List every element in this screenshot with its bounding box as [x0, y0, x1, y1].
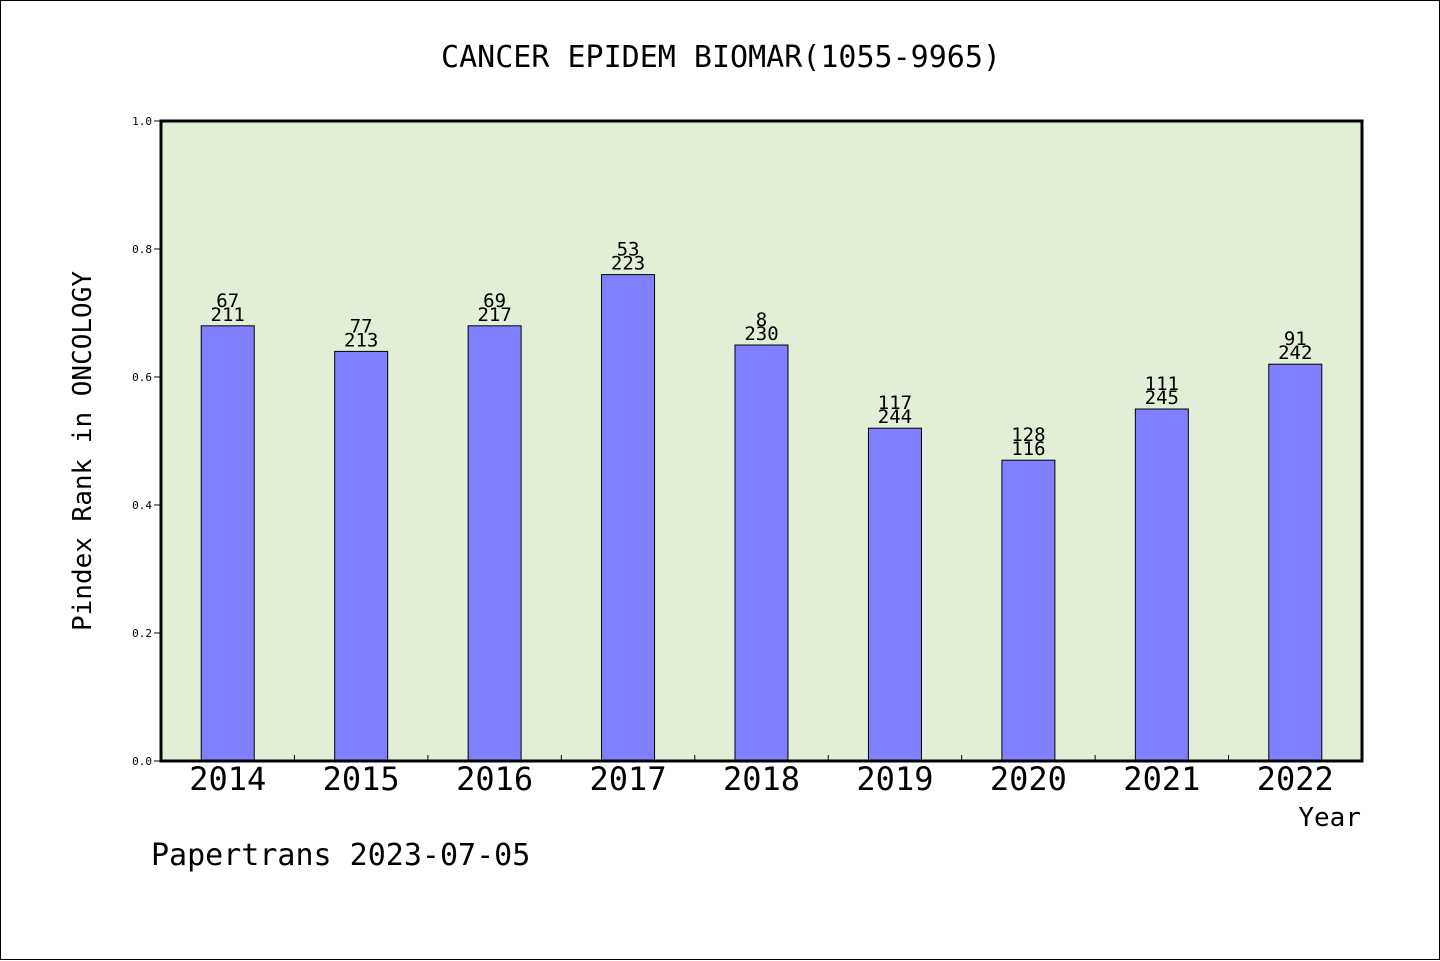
bar-label-top: 67 — [216, 290, 239, 312]
bar — [867, 427, 922, 762]
footer-note: Papertrans 2023-07-05 — [151, 838, 530, 873]
x-tick-label: 2022 — [1257, 760, 1334, 798]
bar — [334, 350, 389, 762]
bar-label-top: 111 — [1145, 373, 1179, 395]
bar-label-bottom: 116 — [1011, 438, 1045, 460]
y-tick-label: 0.6 — [132, 371, 152, 384]
bar-label-bottom: 223 — [611, 253, 645, 275]
bar — [734, 344, 789, 762]
y-tick-label: 1.0 — [132, 115, 152, 128]
x-tick-label: 2019 — [856, 760, 933, 798]
bar-label-top: 117 — [878, 392, 912, 414]
bar-label-bottom: 213 — [344, 329, 378, 351]
x-tick-label: 2014 — [189, 760, 266, 798]
bar-label-top: 53 — [617, 239, 640, 261]
x-tick-label: 2017 — [590, 760, 667, 798]
x-tick-label: 2016 — [456, 760, 533, 798]
bar-label-bottom: 211 — [211, 304, 245, 326]
bars-layer — [200, 274, 1323, 762]
bar — [601, 274, 656, 762]
x-tick-label: 2021 — [1123, 760, 1200, 798]
x-tick-label: 2015 — [323, 760, 400, 798]
bar-label-top: 91 — [1284, 328, 1307, 350]
bar-label-bottom: 245 — [1145, 387, 1179, 409]
x-tick-label: 2018 — [723, 760, 800, 798]
bar — [1268, 363, 1323, 762]
y-tick-label: 0.2 — [132, 627, 152, 640]
plot-border — [159, 119, 1364, 763]
bar-label-top: 69 — [483, 290, 506, 312]
y-axis: 0.0 0.2 0.4 0.6 0.8 1.0 — [132, 115, 161, 768]
bar-label-bottom: 230 — [744, 323, 778, 345]
bar — [1001, 459, 1056, 762]
bar-labels-layer: 6721177213692175322382301172441281161112… — [211, 239, 1313, 461]
y-tick-label: 0.0 — [132, 755, 152, 768]
bar — [200, 325, 255, 762]
bar-label-bottom: 217 — [477, 304, 511, 326]
x-tick-label: 2020 — [990, 760, 1067, 798]
bar-label-top: 128 — [1011, 424, 1045, 446]
bar-label-top: 8 — [756, 309, 767, 331]
bar-label-bottom: 242 — [1278, 342, 1312, 364]
y-axis-label: Pindex Rank in ONCOLOGY — [68, 271, 98, 631]
bar-label-bottom: 244 — [878, 406, 912, 428]
chart-title: CANCER EPIDEM BIOMAR(1055-9965) — [441, 40, 1001, 75]
y-tick-label: 0.4 — [132, 499, 152, 512]
y-tick-label: 0.8 — [132, 243, 152, 256]
bar — [467, 325, 522, 762]
x-axis: 2014 2015 2016 2017 2018 2019 2020 2021 2022 — [189, 755, 1334, 798]
bar-label-top: 77 — [350, 315, 373, 337]
x-axis-label: Year — [1298, 803, 1361, 833]
bar — [1134, 408, 1189, 762]
